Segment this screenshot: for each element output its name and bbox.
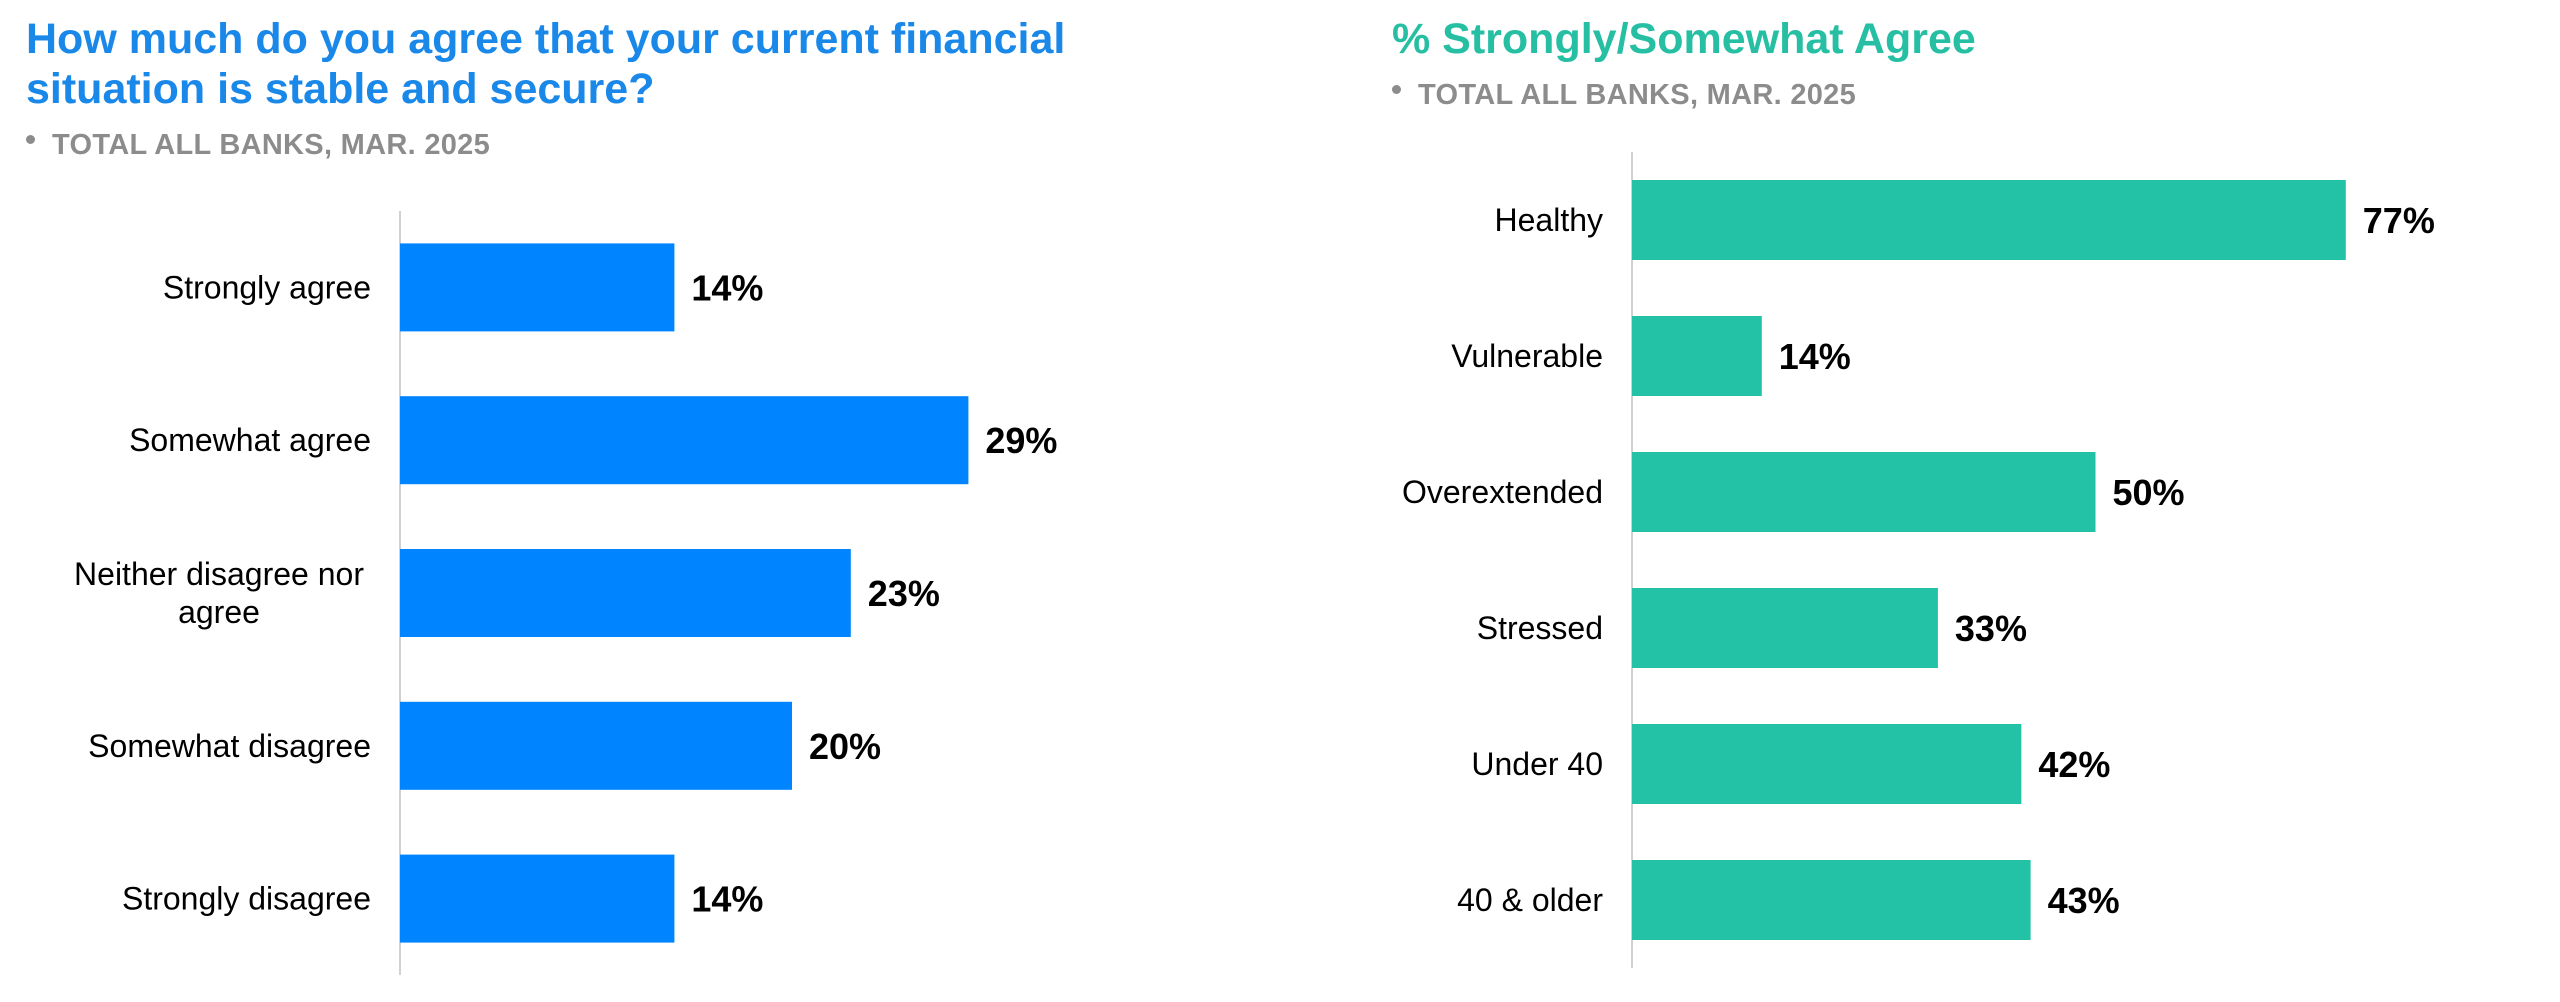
bullet-icon: [1392, 85, 1401, 94]
value-label: 50%: [2113, 472, 2185, 513]
right-chart-title: % Strongly/Somewhat Agree: [1392, 15, 1976, 63]
category-label: Somewhat disagree: [88, 728, 371, 764]
bar: [400, 854, 675, 943]
value-label: 23%: [868, 573, 940, 614]
bar: [1632, 860, 2031, 940]
category-label: Strongly agree: [163, 269, 371, 305]
value-label: 43%: [2048, 880, 2120, 921]
bar: [1632, 588, 1938, 668]
right-bar-chart: Healthy 77% Vulnerable 14% Overextended 50% St…: [1402, 152, 2435, 968]
right-chart-panel: % Strongly/Somewhat Agree TOTAL ALL BANK…: [1360, 0, 2560, 1002]
value-label: 77%: [2363, 200, 2435, 241]
category-label: 40 & older: [1457, 882, 1603, 918]
category-label: Neither disagree nor: [74, 556, 364, 592]
category-label: Stressed: [1477, 610, 1603, 646]
value-label: 20%: [809, 726, 881, 767]
value-label: 29%: [985, 420, 1057, 461]
bar: [1632, 452, 2096, 532]
left-subtitle-text: TOTAL ALL BANKS, MAR. 2025: [52, 129, 491, 161]
value-label: 14%: [691, 267, 763, 308]
bar: [1632, 724, 2022, 804]
bullet-icon: [26, 135, 35, 144]
category-label: agree: [178, 594, 260, 630]
bar: [1632, 316, 1762, 396]
bar: [400, 243, 675, 332]
left-bar-chart: Strongly agree 14% Somewhat agree 29% Neithe…: [74, 211, 1057, 975]
value-label: 33%: [1955, 608, 2027, 649]
value-label: 42%: [2038, 744, 2110, 785]
bar: [400, 396, 969, 485]
value-label: 14%: [1779, 336, 1851, 377]
right-chart-subtitle: TOTAL ALL BANKS, MAR. 2025: [1392, 79, 1856, 112]
category-label: Somewhat agree: [129, 422, 371, 458]
left-chart-panel: How much do you agree that your current …: [26, 15, 1066, 975]
left-chart-subtitle: TOTAL ALL BANKS, MAR. 2025: [26, 129, 490, 162]
right-subtitle-text: TOTAL ALL BANKS, MAR. 2025: [1418, 79, 1857, 111]
category-label: Healthy: [1495, 202, 1604, 238]
category-label: Vulnerable: [1451, 338, 1603, 374]
category-label: Overextended: [1402, 474, 1603, 510]
bar: [400, 549, 851, 637]
category-label: Under 40: [1471, 746, 1603, 782]
bar: [400, 701, 792, 790]
left-chart-title: How much do you agree that your current …: [26, 15, 1066, 113]
bar: [1632, 180, 2346, 260]
value-label: 14%: [691, 879, 763, 920]
category-label: Strongly disagree: [122, 881, 371, 917]
